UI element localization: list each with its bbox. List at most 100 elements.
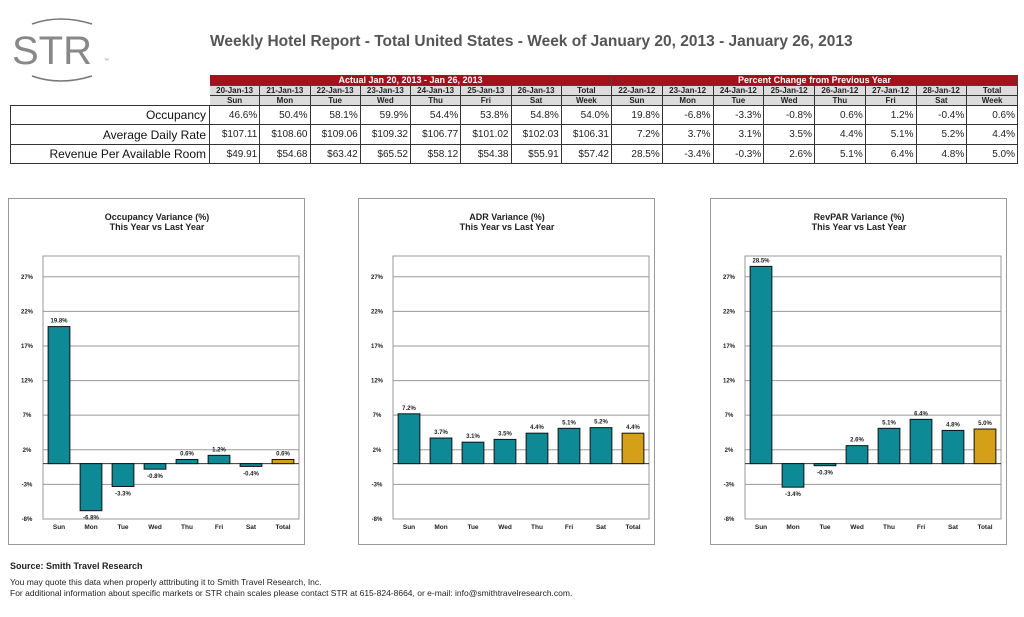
actual-date: 21-Jan-13 <box>260 86 311 96</box>
x-tick-label: Sun <box>755 524 767 531</box>
y-tick-label: 27% <box>21 275 34 281</box>
y-tick-label: 2% <box>725 448 734 454</box>
y-tick-label: 17% <box>371 344 384 350</box>
actual-day: Mon <box>260 96 311 106</box>
x-tick-label: Sat <box>246 524 257 531</box>
actual-day: Thu <box>411 96 462 106</box>
data-label: -3.4% <box>785 492 801 498</box>
actual-day: Week <box>561 96 612 106</box>
change-date: 22-Jan-12 <box>612 86 663 96</box>
row-label: Average Daily Rate <box>10 125 210 145</box>
actual-date: 23-Jan-13 <box>360 86 411 96</box>
chart-subtitle: This Year vs Last Year <box>460 222 555 232</box>
data-label: 3.7% <box>434 430 448 436</box>
occupancy-variance-chart: Occupancy Variance (%) This Year vs Last … <box>8 198 305 545</box>
bar-mon <box>79 463 103 512</box>
actual-value: 58.1% <box>310 106 361 125</box>
actual-date: Total <box>561 86 612 96</box>
y-tick-label: 2% <box>23 448 32 454</box>
x-tick-label: Total <box>625 524 640 531</box>
data-label: 0.6% <box>180 451 194 457</box>
bar-sun <box>47 326 71 465</box>
x-tick-label: Wed <box>148 524 162 531</box>
x-tick-label: Total <box>977 524 992 531</box>
bar-sat <box>589 427 613 465</box>
x-tick-label: Fri <box>565 524 574 531</box>
x-tick-label: Thu <box>181 524 193 531</box>
data-label: 5.1% <box>562 420 576 426</box>
actual-date: 26-Jan-13 <box>511 86 562 96</box>
change-date: 24-Jan-12 <box>713 86 765 96</box>
actual-day: Sat <box>511 96 562 106</box>
str-logo: STR ™ <box>10 10 110 90</box>
change-day: Mon <box>662 96 714 106</box>
actual-value: $106.31 <box>561 125 612 145</box>
actual-value: 54.4% <box>411 106 462 125</box>
bar-fri <box>557 427 581 465</box>
y-tick-label: -3% <box>724 482 735 488</box>
actual-day: Sun <box>210 96 261 106</box>
x-tick-label: Sat <box>948 524 959 531</box>
source-note: Source: Smith Travel Research <box>10 561 143 571</box>
actual-value: 54.0% <box>561 106 612 125</box>
bar-mon <box>781 463 805 488</box>
data-label: 6.4% <box>914 411 928 417</box>
y-tick-label: -8% <box>724 517 735 523</box>
bar-tue <box>111 463 135 487</box>
change-date: Total <box>967 86 1018 96</box>
bar-total <box>973 428 997 465</box>
y-tick-label: -8% <box>22 517 33 523</box>
change-value: -0.8% <box>764 106 815 125</box>
x-tick-label: Mon <box>434 524 447 531</box>
actual-value: $63.42 <box>310 145 361 164</box>
data-label: 28.5% <box>752 258 770 264</box>
chart-subtitle: This Year vs Last Year <box>110 222 205 232</box>
actual-value: $109.06 <box>310 125 361 145</box>
x-tick-label: Tue <box>117 524 128 531</box>
change-value: 3.5% <box>764 125 815 145</box>
bar-mon <box>429 437 453 465</box>
change-value: 1.2% <box>865 106 917 125</box>
y-tick-label: 2% <box>373 448 382 454</box>
data-label: -6.8% <box>83 516 99 522</box>
x-tick-label: Sat <box>596 524 607 531</box>
bar-sat <box>239 463 263 467</box>
data-label: 4.4% <box>530 425 544 431</box>
chart-subtitle: This Year vs Last Year <box>812 222 907 232</box>
y-tick-label: 7% <box>23 413 32 419</box>
bar-fri <box>207 454 231 465</box>
data-label: 7.2% <box>402 406 416 412</box>
change-date: 23-Jan-12 <box>662 86 714 96</box>
data-label: 5.0% <box>978 421 992 427</box>
data-label: 19.8% <box>50 319 68 325</box>
svg-text:™: ™ <box>104 58 109 64</box>
svg-text:STR: STR <box>12 29 92 73</box>
actual-value: 59.9% <box>360 106 411 125</box>
bar-tue <box>813 463 837 467</box>
change-value: 0.6% <box>815 106 866 125</box>
change-date: 26-Jan-12 <box>815 86 866 96</box>
change-value: 7.2% <box>612 125 663 145</box>
data-label: -0.8% <box>147 474 163 480</box>
actual-value: $54.68 <box>260 145 311 164</box>
y-tick-label: -3% <box>372 482 383 488</box>
actual-day: Tue <box>310 96 361 106</box>
data-label: 1.2% <box>212 447 226 453</box>
bar-thu <box>525 432 549 465</box>
y-tick-label: 22% <box>21 309 34 315</box>
adr-variance-chart: ADR Variance (%) This Year vs Last Year 27… <box>358 198 655 545</box>
change-value: 5.2% <box>916 125 968 145</box>
change-value: -6.8% <box>662 106 714 125</box>
change-value: 3.7% <box>662 125 714 145</box>
report-title: Weekly Hotel Report - Total United State… <box>210 33 853 50</box>
bar-sun <box>749 265 773 465</box>
data-label: -0.4% <box>243 471 259 477</box>
actual-date: 24-Jan-13 <box>411 86 462 96</box>
change-value: 4.4% <box>815 125 866 145</box>
change-value: 6.4% <box>865 145 917 164</box>
change-value: 3.1% <box>713 125 765 145</box>
data-label: 5.2% <box>594 420 608 426</box>
chart-title: RevPAR Variance (%) <box>814 212 905 222</box>
x-tick-label: Total <box>275 524 290 531</box>
y-tick-label: 27% <box>723 275 736 281</box>
